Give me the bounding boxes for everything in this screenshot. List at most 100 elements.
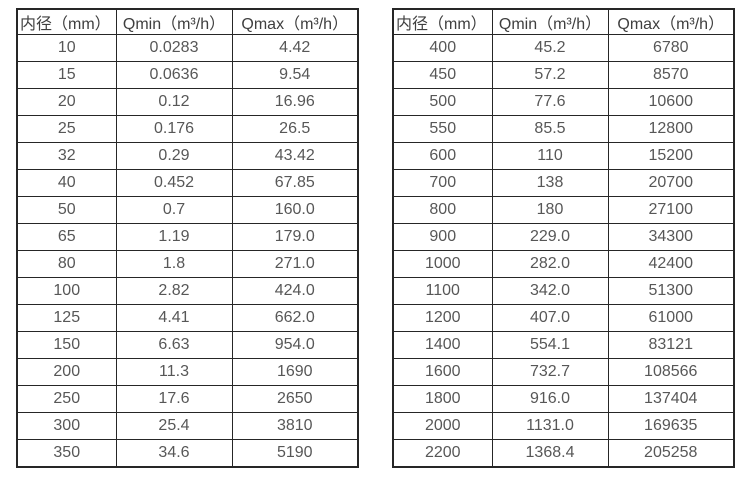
col-header-diameter: 内径（mm） (392, 8, 493, 35)
cell-diameter: 65 (16, 223, 117, 251)
cell-diameter: 600 (392, 142, 493, 170)
cell-qmax: 61000 (607, 304, 735, 332)
cell-diameter: 500 (392, 88, 493, 116)
table-row: 450 57.2 8570 (392, 61, 735, 89)
cell-qmax: 51300 (607, 277, 735, 305)
table-row: 40 0.452 67.85 (16, 169, 359, 197)
cell-qmin: 732.7 (491, 358, 609, 386)
cell-qmax: 27100 (607, 196, 735, 224)
cell-qmax: 2650 (231, 385, 359, 413)
cell-diameter: 125 (16, 304, 117, 332)
cell-qmin: 45.2 (491, 34, 609, 62)
cell-qmin: 138 (491, 169, 609, 197)
cell-qmax: 6780 (607, 34, 735, 62)
cell-qmax: 20700 (607, 169, 735, 197)
cell-diameter: 900 (392, 223, 493, 251)
table-row: 1400 554.1 83121 (392, 331, 735, 359)
col-header-diameter: 内径（mm） (16, 8, 117, 35)
cell-diameter: 1000 (392, 250, 493, 278)
cell-diameter: 1400 (392, 331, 493, 359)
table-row: 100 2.82 424.0 (16, 277, 359, 305)
cell-diameter: 800 (392, 196, 493, 224)
cell-diameter: 200 (16, 358, 117, 386)
cell-qmax: 42400 (607, 250, 735, 278)
cell-qmax: 954.0 (231, 331, 359, 359)
cell-qmin: 0.29 (115, 142, 233, 170)
cell-qmin: 0.0636 (115, 61, 233, 89)
cell-qmin: 0.12 (115, 88, 233, 116)
col-header-qmin: Qmin（m³/h） (115, 8, 233, 35)
cell-diameter: 32 (16, 142, 117, 170)
cell-qmin: 77.6 (491, 88, 609, 116)
cell-qmin: 0.176 (115, 115, 233, 143)
table-row: 500 77.6 10600 (392, 88, 735, 116)
cell-diameter: 150 (16, 331, 117, 359)
cell-qmax: 8570 (607, 61, 735, 89)
cell-qmin: 1368.4 (491, 439, 609, 468)
cell-qmin: 1.19 (115, 223, 233, 251)
cell-diameter: 450 (392, 61, 493, 89)
table-row: 20 0.12 16.96 (16, 88, 359, 116)
cell-qmax: 169635 (607, 412, 735, 440)
cell-qmin: 85.5 (491, 115, 609, 143)
cell-diameter: 1200 (392, 304, 493, 332)
col-header-qmax: Qmax（m³/h） (231, 8, 359, 35)
table-row: 900 229.0 34300 (392, 223, 735, 251)
cell-qmin: 0.452 (115, 169, 233, 197)
cell-diameter: 10 (16, 34, 117, 62)
table-row: 1200 407.0 61000 (392, 304, 735, 332)
table-row: 25 0.176 26.5 (16, 115, 359, 143)
table-row: 700 138 20700 (392, 169, 735, 197)
flow-rate-table-large-diameters: 内径（mm） Qmin（m³/h） Qmax（m³/h） 400 45.2 6780 450… (392, 8, 735, 468)
table-row: 800 180 27100 (392, 196, 735, 224)
cell-qmin: 17.6 (115, 385, 233, 413)
cell-qmax: 26.5 (231, 115, 359, 143)
cell-qmax: 10600 (607, 88, 735, 116)
cell-diameter: 2000 (392, 412, 493, 440)
header-row: 内径（mm） Qmin（m³/h） Qmax（m³/h） (16, 8, 359, 35)
cell-qmin: 11.3 (115, 358, 233, 386)
cell-diameter: 15 (16, 61, 117, 89)
cell-qmax: 4.42 (231, 34, 359, 62)
cell-qmax: 205258 (607, 439, 735, 468)
col-header-qmax: Qmax（m³/h） (607, 8, 735, 35)
cell-qmin: 4.41 (115, 304, 233, 332)
table-row: 150 6.63 954.0 (16, 331, 359, 359)
table-row: 15 0.0636 9.54 (16, 61, 359, 89)
cell-diameter: 300 (16, 412, 117, 440)
table-row: 550 85.5 12800 (392, 115, 735, 143)
cell-qmax: 16.96 (231, 88, 359, 116)
cell-qmax: 179.0 (231, 223, 359, 251)
cell-diameter: 350 (16, 439, 117, 468)
table-row: 2200 1368.4 205258 (392, 439, 735, 468)
cell-qmin: 25.4 (115, 412, 233, 440)
cell-diameter: 550 (392, 115, 493, 143)
table-row: 350 34.6 5190 (16, 439, 359, 468)
cell-qmax: 662.0 (231, 304, 359, 332)
col-header-qmin: Qmin（m³/h） (491, 8, 609, 35)
cell-diameter: 80 (16, 250, 117, 278)
cell-diameter: 250 (16, 385, 117, 413)
cell-qmax: 3810 (231, 412, 359, 440)
cell-qmax: 5190 (231, 439, 359, 468)
cell-qmax: 15200 (607, 142, 735, 170)
table-row: 125 4.41 662.0 (16, 304, 359, 332)
cell-qmin: 1.8 (115, 250, 233, 278)
cell-diameter: 100 (16, 277, 117, 305)
cell-qmin: 34.6 (115, 439, 233, 468)
cell-qmin: 110 (491, 142, 609, 170)
cell-diameter: 2200 (392, 439, 493, 468)
cell-qmin: 282.0 (491, 250, 609, 278)
cell-qmin: 1131.0 (491, 412, 609, 440)
cell-qmin: 229.0 (491, 223, 609, 251)
cell-qmax: 108566 (607, 358, 735, 386)
table-row: 32 0.29 43.42 (16, 142, 359, 170)
cell-qmin: 57.2 (491, 61, 609, 89)
cell-qmax: 160.0 (231, 196, 359, 224)
cell-diameter: 700 (392, 169, 493, 197)
cell-qmin: 0.7 (115, 196, 233, 224)
cell-qmin: 0.0283 (115, 34, 233, 62)
cell-qmax: 12800 (607, 115, 735, 143)
cell-diameter: 400 (392, 34, 493, 62)
cell-qmax: 34300 (607, 223, 735, 251)
